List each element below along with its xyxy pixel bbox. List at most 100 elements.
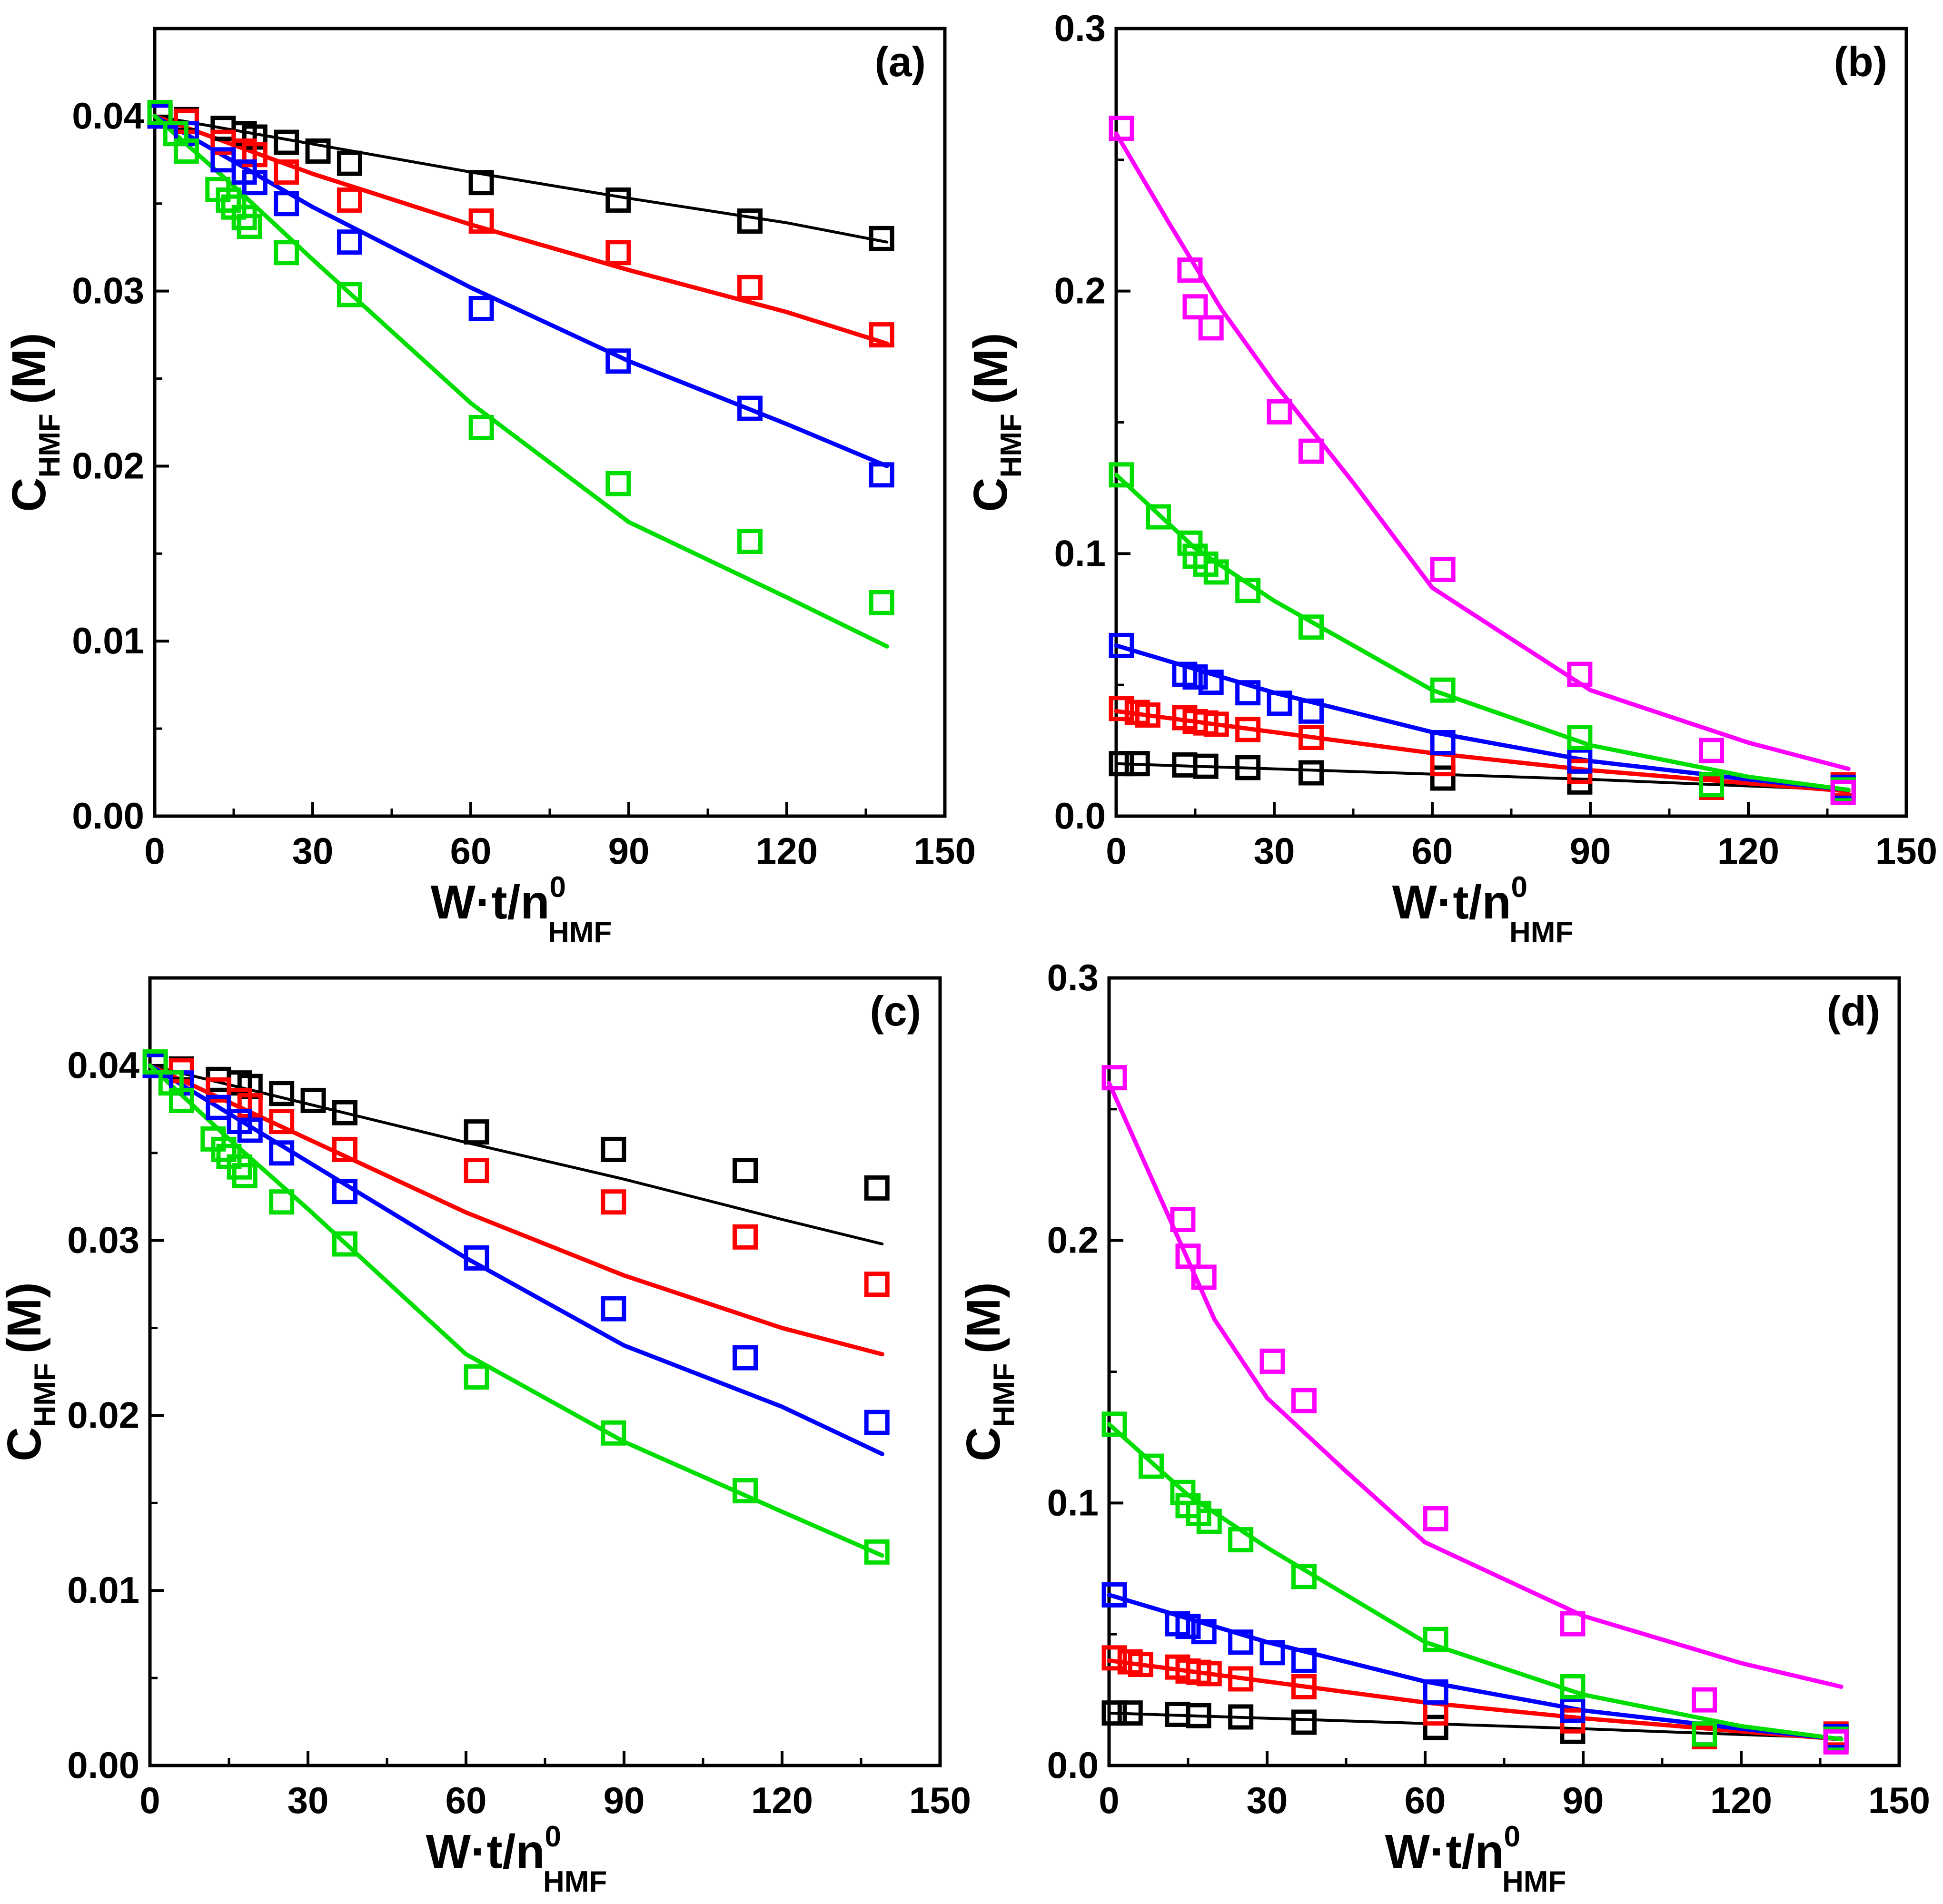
data-point-magenta — [1182, 294, 1208, 320]
data-point-red — [1228, 1666, 1254, 1692]
y-tick-label: 0.0 — [1054, 795, 1106, 837]
data-point-black — [1186, 1703, 1211, 1728]
fit-line-red — [1114, 709, 1851, 794]
x-tick-label: 120 — [1710, 1779, 1772, 1821]
y-tick-label: 0.00 — [67, 1744, 139, 1786]
data-point-green — [147, 100, 173, 126]
data-point-red — [468, 208, 494, 234]
x-tick-label: 30 — [1254, 830, 1295, 872]
plot-frame — [1114, 27, 1908, 818]
y-tick-label: 0.04 — [72, 95, 144, 137]
fit-line-black — [1108, 1711, 1843, 1740]
x-tick-label: 30 — [292, 830, 334, 872]
data-point-green — [601, 1420, 626, 1446]
data-point-green — [1203, 559, 1229, 585]
data-point-black — [1291, 1709, 1317, 1735]
data-point-black — [1423, 1715, 1448, 1740]
y-tick-label: 0.2 — [1054, 270, 1106, 312]
data-point-blue — [1430, 730, 1456, 756]
panel-c: 0 30 60 90 120 150 0.00 0.01 0.02 0.03 0.04 (c) W·t/… — [0, 976, 971, 1898]
data-point-black — [300, 1087, 326, 1113]
y-axis-label: CHMF(M) — [964, 333, 1028, 512]
data-point-green — [173, 138, 199, 164]
data-point-green — [232, 1163, 258, 1189]
data-point-black — [332, 1100, 357, 1125]
data-point-green — [1170, 1480, 1196, 1505]
data-point-blue — [1298, 698, 1324, 724]
y-tick-label: 0.1 — [1047, 1481, 1099, 1523]
data-point-green — [737, 529, 763, 554]
fit-line-blue — [148, 1063, 884, 1456]
fit-line-red — [1107, 1658, 1844, 1742]
data-point-blue — [332, 1179, 357, 1204]
x-tick-label: 120 — [751, 1779, 813, 1821]
y-tick-label: 0.03 — [67, 1219, 139, 1261]
data-point-green — [169, 1087, 194, 1113]
data-point-blue — [337, 229, 362, 255]
data-point-green — [1692, 1721, 1717, 1747]
data-point-magenta — [1830, 779, 1856, 805]
data-point-green — [1423, 1627, 1448, 1652]
data-point-blue — [237, 1117, 263, 1143]
y-tick-label: 0.03 — [72, 270, 144, 312]
y-tick-label: 0.02 — [67, 1394, 139, 1436]
data-point-red — [1298, 725, 1324, 750]
y-tick-label: 0.3 — [1054, 7, 1106, 49]
data-point-green — [142, 1049, 168, 1075]
data-point-blue — [1567, 748, 1593, 774]
fit-line-green — [152, 114, 889, 649]
x-axis-label: W·t/n0 HMF — [426, 1820, 607, 1898]
data-point-black — [1430, 765, 1456, 791]
x-tick-label: 150 — [909, 1779, 971, 1821]
y-tick-label: 0.1 — [1054, 532, 1106, 574]
data-point-red — [269, 1109, 295, 1135]
data-point-blue — [1109, 632, 1134, 658]
x-tick-label: 60 — [446, 1779, 487, 1821]
x-tick-label: 90 — [604, 1779, 645, 1821]
data-point-black — [337, 150, 362, 176]
y-tick-label: 0.01 — [67, 1569, 139, 1611]
data-point-green — [733, 1478, 758, 1504]
data-point-black — [869, 226, 894, 251]
x-tick-label: 120 — [1717, 830, 1779, 872]
x-axis-label: W·t/n0 HMF — [431, 871, 612, 949]
fit-line-blue — [1114, 643, 1851, 792]
data-point-green — [464, 1364, 489, 1390]
data-point-blue — [1175, 1614, 1201, 1639]
data-point-black — [605, 187, 631, 213]
panel-b: 0 30 60 90 120 150 0.0 0.1 0.2 0.3 (b) W·t/n0 HMF CHM… — [964, 7, 1937, 949]
data-point-green — [1699, 772, 1725, 798]
y-axis-label: CHMF(M) — [0, 1282, 61, 1461]
x-tick-label: 150 — [1868, 1779, 1930, 1821]
fit-line-black — [149, 1064, 884, 1245]
panel-a: 0 30 60 90 120 150 0.00 0.01 0.02 0.03 0.04 (a) W·t/… — [2, 27, 976, 949]
data-point-green — [1139, 1453, 1164, 1479]
data-point-black — [737, 208, 763, 234]
data-point-green — [468, 415, 494, 441]
data-point-blue — [1291, 1648, 1317, 1673]
data-point-green — [869, 590, 894, 615]
x-tick-label: 120 — [756, 830, 818, 872]
data-point-blue — [733, 1345, 758, 1371]
data-point-green — [216, 187, 241, 213]
data-point-magenta — [1567, 661, 1593, 687]
data-point-blue — [468, 296, 494, 321]
panel-d: 0 30 60 90 120 150 0.0 0.1 0.2 0.3 (d) W·t/n0 HMF CHM… — [957, 957, 1930, 1898]
x-tick-label: 0 — [139, 1779, 160, 1821]
data-point-red — [864, 1272, 890, 1297]
data-point-red — [733, 1224, 758, 1250]
data-point-green — [1196, 1509, 1222, 1534]
data-point-blue — [869, 462, 894, 488]
data-point-blue — [864, 1410, 890, 1435]
data-point-red — [1291, 1674, 1317, 1699]
data-point-blue — [601, 1296, 626, 1322]
data-point-magenta — [1170, 1207, 1196, 1233]
x-tick-label: 60 — [450, 830, 492, 872]
panel-label: (c) — [870, 987, 921, 1035]
data-point-green — [332, 1231, 357, 1257]
fit-line-magenta — [1107, 1081, 1844, 1689]
data-point-blue — [274, 191, 299, 217]
data-point-blue — [1101, 1582, 1127, 1608]
data-point-green — [1228, 1527, 1254, 1553]
y-tick-label: 0.2 — [1047, 1219, 1099, 1261]
